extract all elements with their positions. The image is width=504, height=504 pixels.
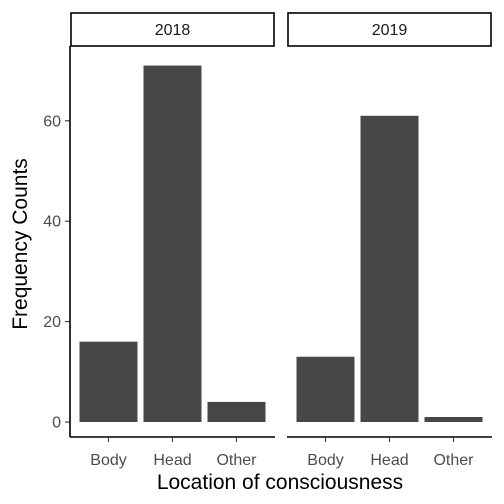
x-tick-label: Head xyxy=(370,452,408,469)
bar-2018-other xyxy=(208,402,266,422)
y-tick-label: 0 xyxy=(52,415,61,432)
bar-2019-head xyxy=(361,116,419,422)
y-axis-title: Frequency Counts xyxy=(9,158,32,330)
bar-2019-body xyxy=(297,357,355,422)
x-axis-title: Location of consciousness xyxy=(157,471,403,494)
y-tick-label: 20 xyxy=(43,314,61,331)
plot-area: 0 20 40 60 2018 Body Head Other 2019 Body Head Othe… xyxy=(43,13,492,469)
x-tick-label: Head xyxy=(153,452,191,469)
bar-2018-head xyxy=(144,66,202,422)
x-tick-label: Body xyxy=(307,452,343,469)
y-tick-label: 60 xyxy=(43,113,61,130)
x-tick-label: Other xyxy=(216,452,257,469)
facet-strip-label: 2019 xyxy=(372,22,408,39)
bar-2018-body xyxy=(80,342,138,422)
x-tick-label: Other xyxy=(433,452,474,469)
y-tick-label: 40 xyxy=(43,214,61,231)
facet-strip-label: 2018 xyxy=(155,22,191,39)
bar-2019-other xyxy=(425,417,483,422)
x-tick-label: Body xyxy=(90,452,126,469)
